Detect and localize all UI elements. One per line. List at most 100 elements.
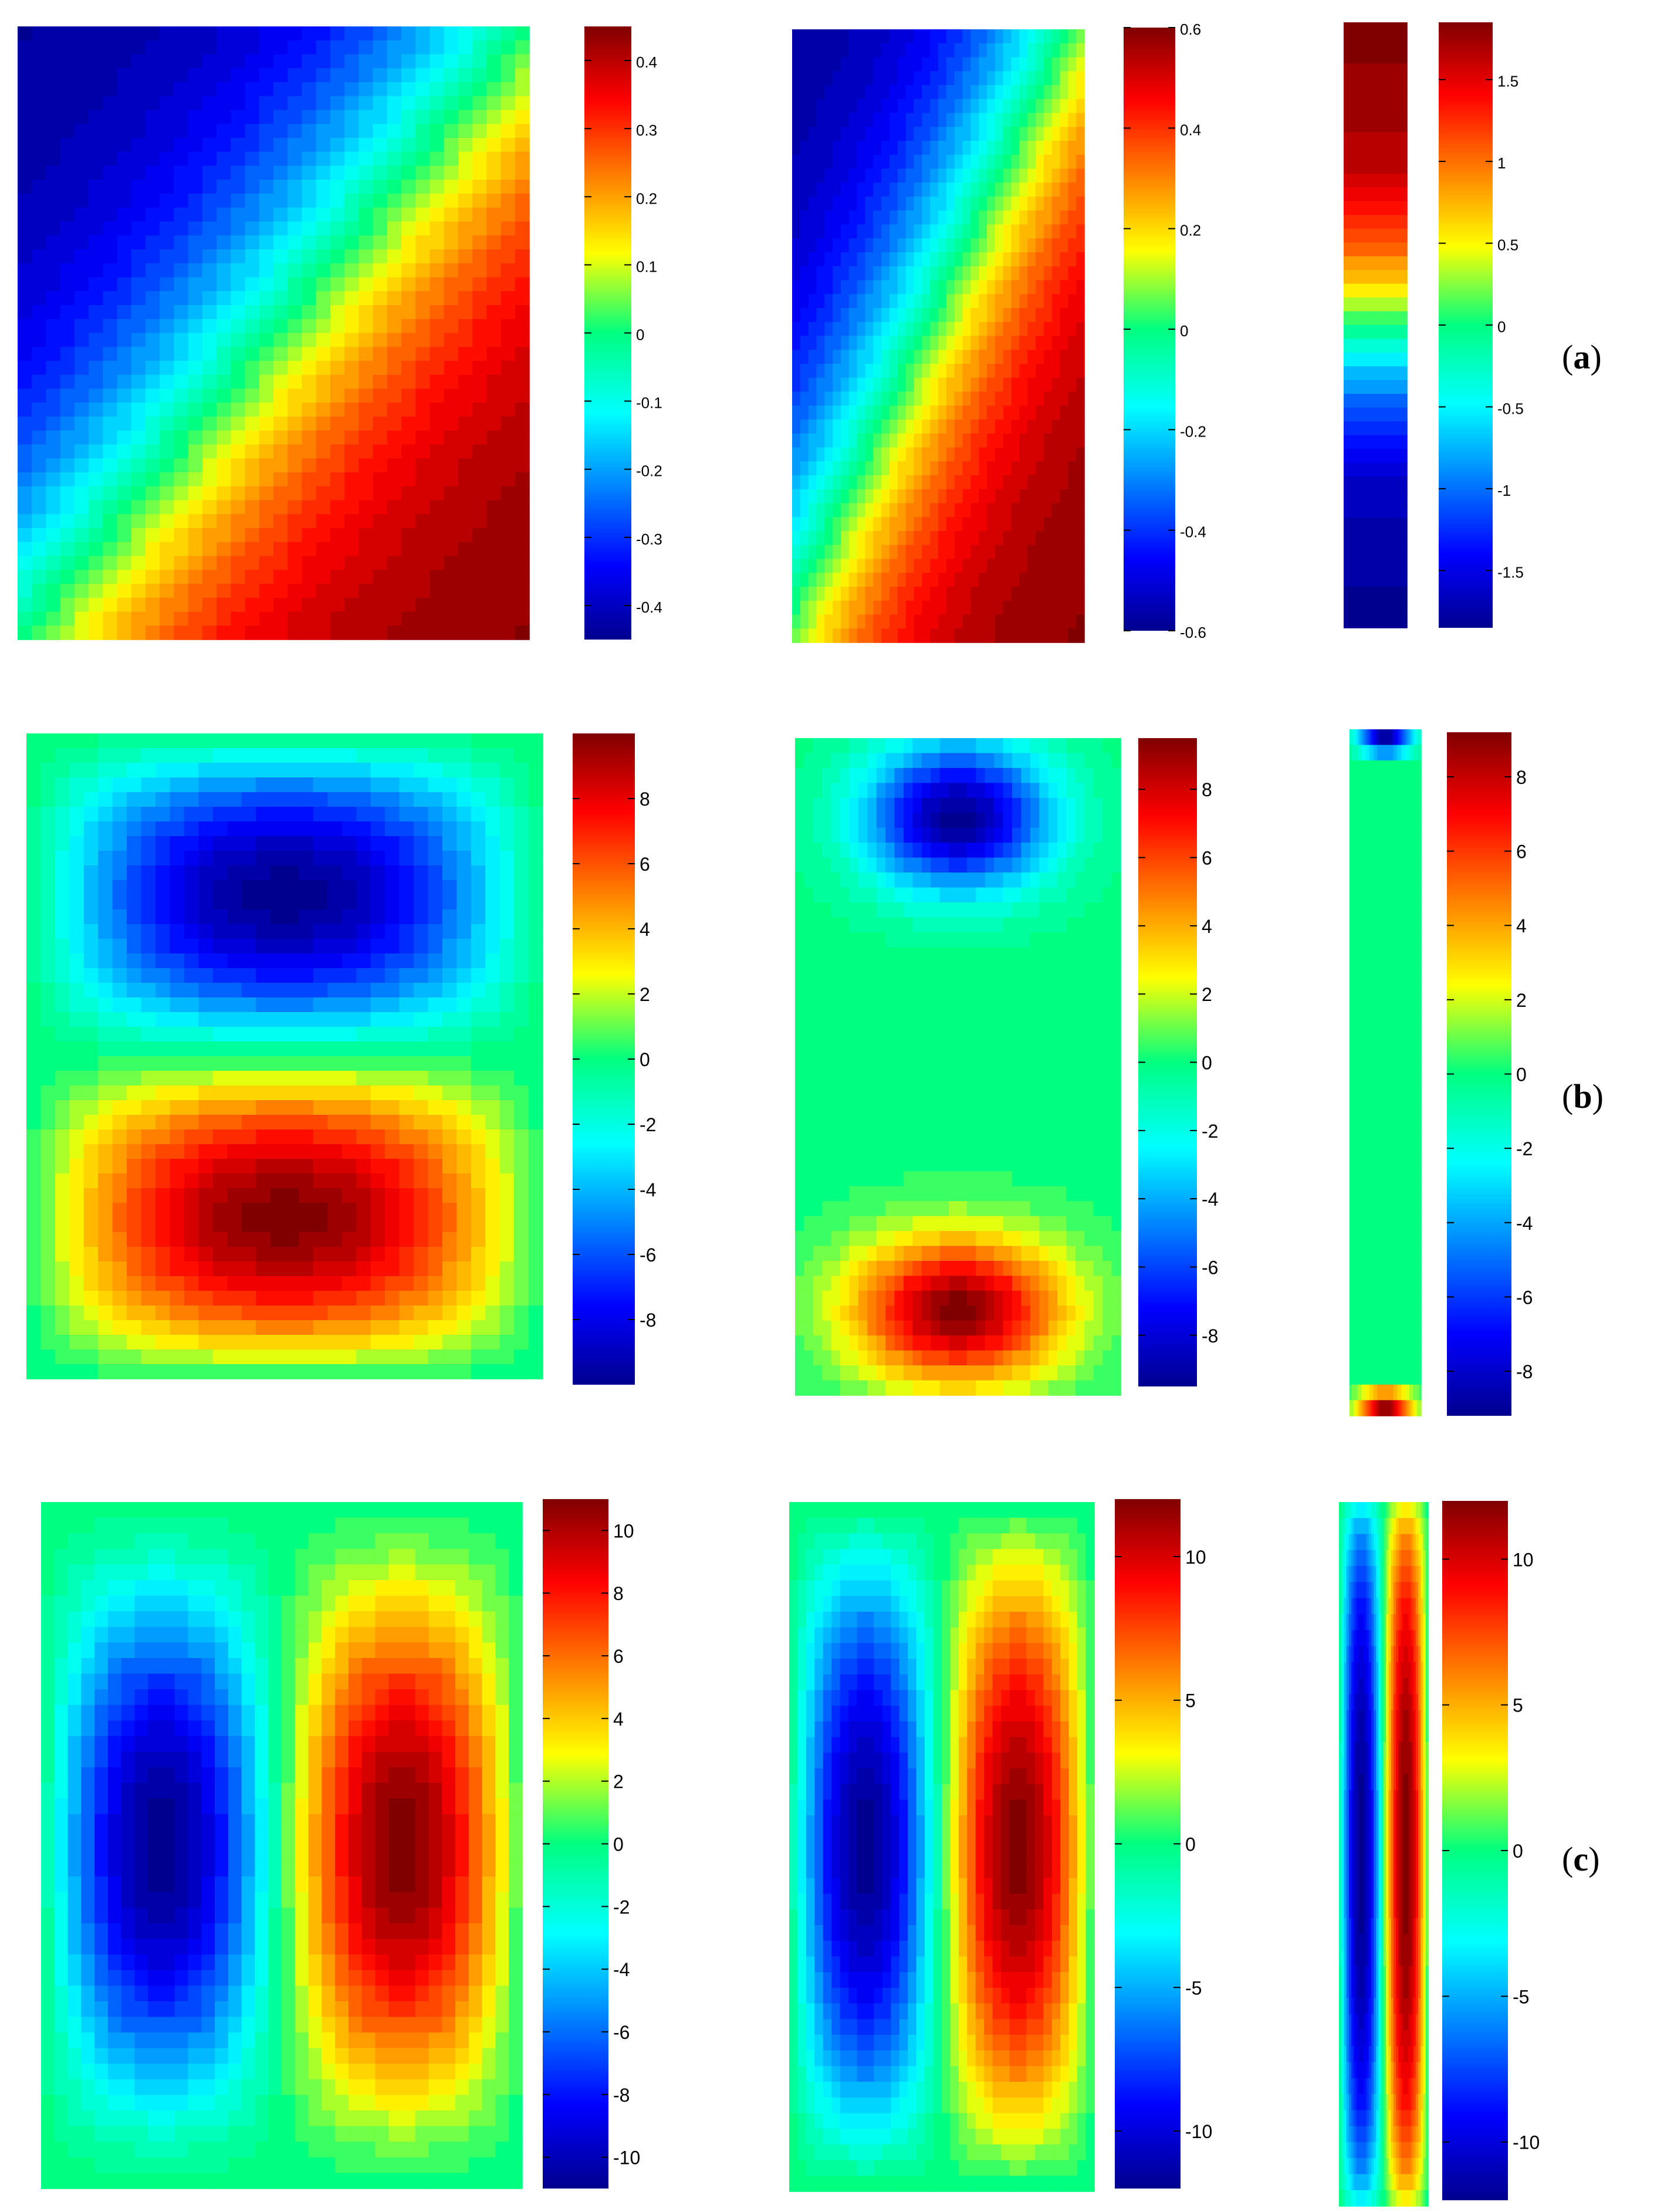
contour-cell: [946, 573, 955, 587]
contour-cell: [146, 208, 160, 222]
contour-cell: [987, 197, 996, 211]
contour-cell: [914, 169, 923, 184]
contour-cell: [401, 291, 416, 306]
contour-cell: [841, 336, 850, 351]
contour-cell: [922, 182, 931, 197]
contour-cell: [995, 197, 1004, 211]
contour-cell: [809, 350, 817, 364]
contour-cell: [938, 294, 947, 309]
contour-cell: [46, 431, 60, 445]
contour-cell: [873, 71, 882, 86]
contour-cell: [955, 225, 963, 239]
contour-cell: [809, 336, 817, 351]
contour-cell: [800, 378, 809, 393]
contour-cell: [824, 58, 833, 72]
contour-cell: [155, 777, 170, 793]
contour-cell: [273, 82, 288, 97]
contour-cell: [330, 40, 345, 55]
contour-cell: [873, 503, 882, 518]
contour-cell: [316, 152, 331, 167]
contour-cell: [1019, 141, 1028, 155]
contour-cell: [946, 71, 955, 86]
contour-cell: [1060, 141, 1069, 155]
contour-cell: [881, 573, 890, 587]
contour-cell: [1044, 392, 1053, 407]
contour-cell: [914, 448, 923, 462]
contour-cell: [1019, 58, 1028, 72]
contour-cell: [259, 305, 274, 320]
contour-cell: [817, 392, 826, 407]
contour-cell: [833, 238, 841, 253]
contour-cell: [60, 319, 75, 334]
contour-cell: [356, 733, 371, 749]
contour-cell: [60, 166, 75, 181]
contour-cell: [906, 85, 915, 100]
contour-cell: [429, 431, 444, 445]
contour-cell: [898, 545, 907, 560]
contour-cell: [330, 542, 345, 557]
contour-cell: [18, 166, 32, 181]
contour-cell: [809, 628, 817, 643]
contour-cell: [987, 43, 996, 58]
contour-cell: [60, 542, 75, 557]
contour-cell: [117, 26, 132, 41]
contour-cell: [824, 531, 833, 546]
contour-cell: [103, 542, 117, 557]
contour-cell: [117, 612, 132, 627]
contour-cell: [358, 110, 373, 125]
contour-cell: [914, 252, 923, 267]
contour-cell: [174, 431, 188, 445]
contour-cell: [792, 587, 801, 601]
contour-cell: [833, 294, 841, 309]
contour-cell: [330, 110, 345, 125]
contour-cell: [259, 556, 274, 571]
contour-cell: [18, 375, 32, 390]
contour-cell: [302, 110, 316, 125]
contour-cell: [1405, 408, 1408, 422]
contour-cell: [103, 235, 117, 250]
contour-cell: [288, 486, 302, 501]
colorbar-tick-label: -0.4: [1180, 523, 1206, 541]
contour-cell: [501, 291, 516, 306]
contour-cell: [906, 573, 915, 587]
contour-cell: [401, 403, 416, 417]
contour-cell: [373, 570, 388, 584]
contour-cell: [1036, 141, 1044, 155]
contour-cell: [174, 556, 188, 571]
contour-cell: [890, 448, 898, 462]
contour-cell: [32, 472, 46, 487]
contour-cell: [1036, 266, 1044, 281]
contour-cell: [429, 96, 444, 111]
contour-cell: [131, 625, 146, 640]
contour-cell: [946, 448, 955, 462]
contour-cell: [429, 375, 444, 390]
contour-cell: [46, 319, 60, 334]
contour-cell: [127, 792, 141, 807]
contour-cell: [930, 252, 939, 267]
contour-cell: [288, 68, 302, 83]
contour-cell: [486, 598, 501, 613]
contour-cell: [833, 461, 841, 476]
contour-cell: [501, 180, 516, 194]
contour-cell: [32, 180, 46, 194]
contour-cell: [1068, 113, 1077, 128]
contour-cell: [259, 194, 274, 208]
contour-cell: [60, 458, 75, 473]
contour-cell: [46, 263, 60, 278]
contour-cell: [1027, 378, 1036, 393]
contour-cell: [415, 208, 430, 222]
contour-cell: [401, 528, 416, 543]
contour-cell: [515, 556, 530, 571]
contour-cell: [202, 305, 217, 320]
contour-cell: [501, 458, 516, 473]
contour-cell: [414, 733, 428, 749]
contour-cell: [817, 545, 826, 560]
contour-cell: [898, 308, 907, 323]
contour-cell: [472, 96, 487, 111]
contour-cell: [809, 573, 817, 587]
contour-cell: [256, 777, 270, 793]
contour-cell: [987, 405, 996, 420]
contour-cell: [930, 113, 939, 128]
contour-cell: [930, 517, 939, 532]
contour-cell: [898, 448, 907, 462]
